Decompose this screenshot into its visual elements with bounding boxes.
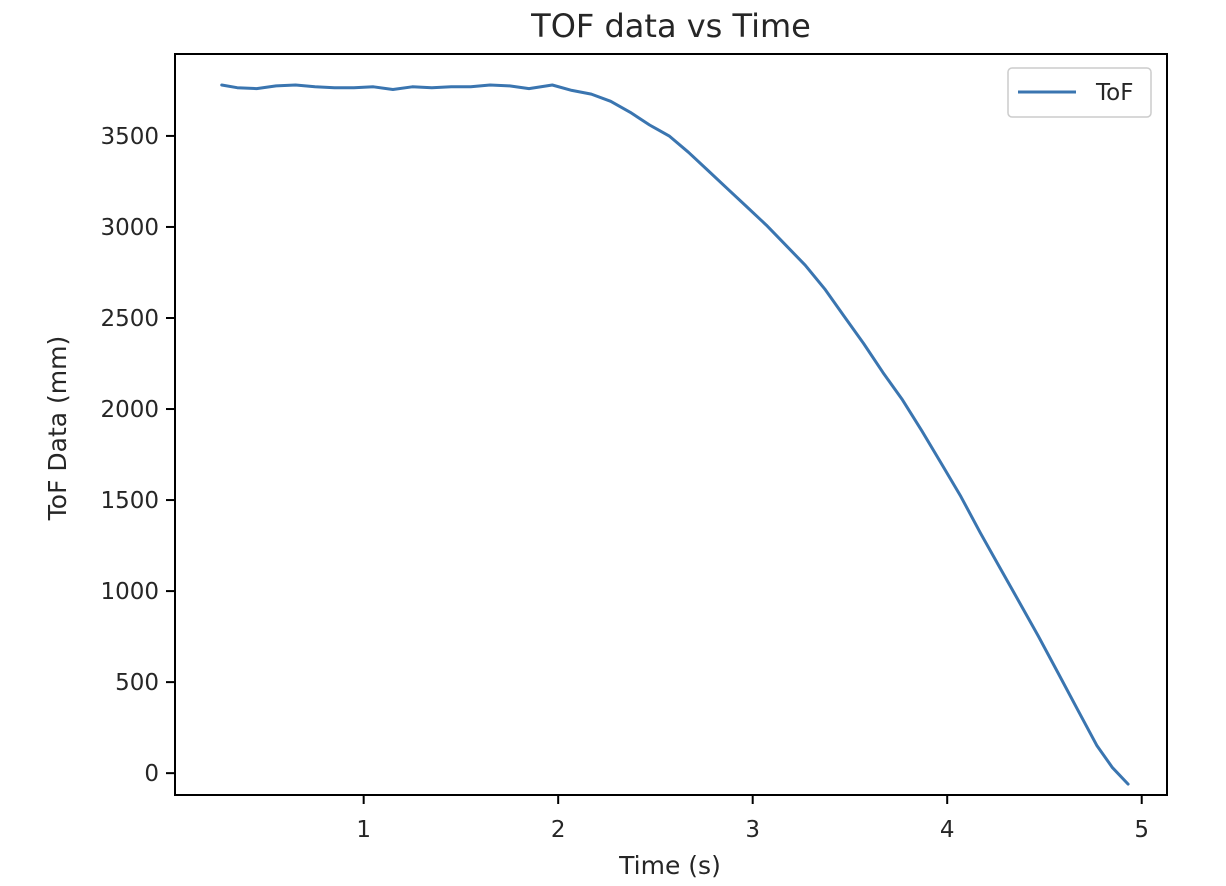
y-tick-label: 1500 xyxy=(100,488,159,514)
x-tick-label: 1 xyxy=(356,817,371,843)
y-tick-label: 3000 xyxy=(100,215,159,241)
y-tick-label: 0 xyxy=(144,761,159,787)
legend: ToF xyxy=(1007,67,1152,118)
y-tick-label: 2500 xyxy=(100,306,159,332)
chart-title: TOF data vs Time xyxy=(530,7,811,45)
x-tick-label: 4 xyxy=(940,817,955,843)
y-tick-label: 1000 xyxy=(100,579,159,605)
x-tick-label: 2 xyxy=(551,817,566,843)
y-axis-label: ToF Data (mm) xyxy=(43,336,72,522)
series-line-tof xyxy=(220,83,1130,786)
x-tick-label: 5 xyxy=(1134,817,1149,843)
x-axis: 1 2 3 4 5 xyxy=(356,795,1149,843)
y-tick-label: 500 xyxy=(115,670,159,696)
legend-label: ToF xyxy=(1095,80,1133,106)
plot-area xyxy=(220,83,1130,786)
plot-frame xyxy=(174,53,1168,796)
y-tick-label: 2000 xyxy=(100,397,159,423)
legend-box xyxy=(1007,67,1152,118)
x-tick-label: 3 xyxy=(745,817,760,843)
x-axis-label: Time (s) xyxy=(618,851,721,880)
y-axis: 0 500 1000 1500 2000 2500 3000 3500 xyxy=(100,124,175,787)
y-tick-label: 3500 xyxy=(100,124,159,150)
